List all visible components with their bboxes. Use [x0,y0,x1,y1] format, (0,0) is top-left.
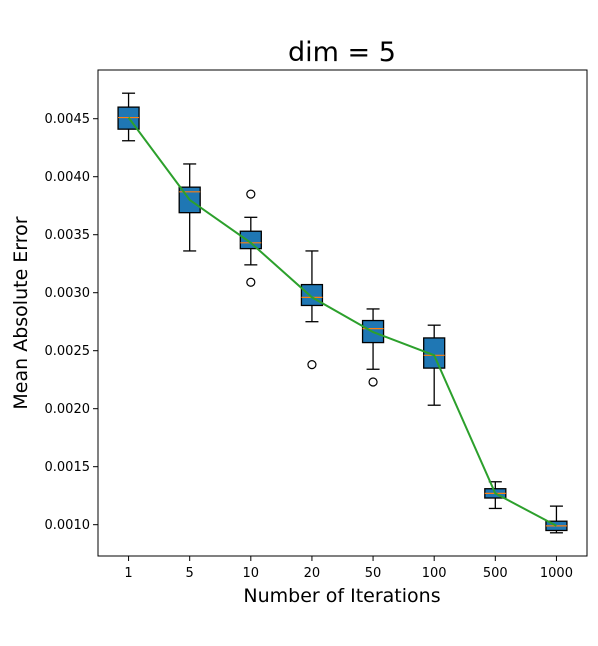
y-axis-ticks: 0.0010 0.0015 0.0020 0.0025 0.0030 0.0035 0.00… [45,112,98,533]
plot-frame [97,69,588,557]
outlier-point [246,277,256,287]
y-tick-label: 0.0030 [45,286,91,301]
outlier-point [368,377,378,387]
box-1 [117,92,140,142]
x-tick-label: 20 [304,566,321,581]
x-tick-label: 50 [365,566,382,581]
box-100 [423,324,446,406]
y-tick-label: 0.0010 [45,518,91,533]
y-tick-label: 0.0035 [45,228,91,243]
y-axis-label: Mean Absolute Error [10,216,32,409]
x-axis-label: Number of Iterations [243,585,440,607]
box-50 [361,308,385,387]
box-20 [300,250,324,370]
x-tick-label: 5 [186,566,194,581]
chart-title: dim = 5 [288,37,396,68]
box-500 [484,481,507,510]
trend-line [127,117,557,527]
y-tick-label: 0.0040 [45,170,91,185]
box-5 [178,163,201,252]
plot-area [117,92,568,534]
y-tick-label: 0.0025 [45,344,91,359]
x-tick-label: 100 [422,566,447,581]
outlier-point [307,360,317,370]
box-10 [239,189,262,287]
x-tick-label: 500 [483,566,508,581]
x-tick-label: 10 [243,566,260,581]
x-tick-label: 1000 [540,566,573,581]
y-tick-label: 0.0045 [45,112,91,127]
box-iqr [239,230,262,250]
x-axis-ticks: 1 5 10 20 50 100 500 1000 [124,556,573,581]
outlier-point [246,189,256,199]
y-tick-label: 0.0015 [45,460,91,475]
box-iqr [423,337,446,369]
x-tick-label: 1 [124,566,132,581]
y-tick-label: 0.0020 [45,402,91,417]
box-1000 [545,505,568,534]
